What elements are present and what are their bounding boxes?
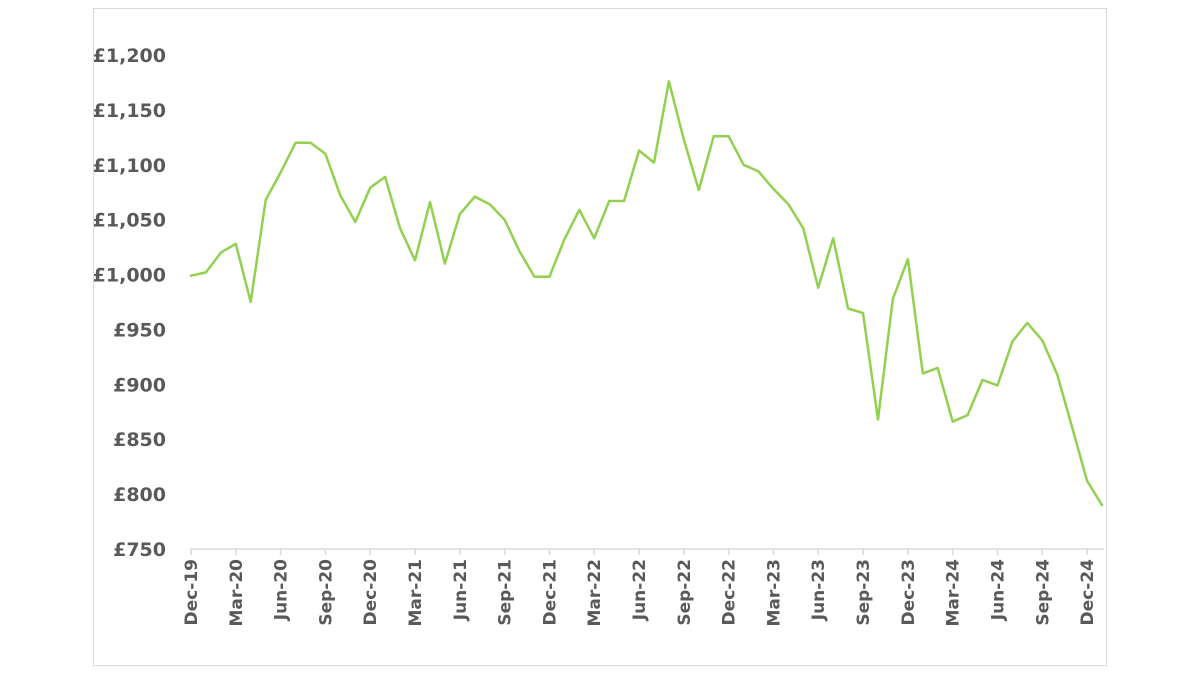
x-tick-label: Jun-24: [988, 559, 1008, 621]
x-tick-label: Mar-20: [227, 559, 247, 627]
x-tick-label: Dec-19: [182, 559, 202, 625]
x-tick-label: Jun-22: [630, 559, 650, 621]
x-tick-label: Mar-21: [406, 559, 426, 627]
y-tick-label: £1,050: [94, 210, 166, 232]
x-tick-label: Mar-22: [585, 559, 605, 627]
x-tick-label: Jun-21: [451, 559, 471, 621]
y-tick-label: £1,200: [94, 45, 166, 67]
x-tick-label: Dec-23: [899, 559, 919, 625]
x-tick-label: Dec-20: [361, 559, 381, 626]
y-tick-label: £750: [113, 539, 166, 561]
y-tick-label: £950: [113, 319, 166, 341]
x-tick-label: Sep-20: [316, 559, 336, 626]
x-tick-label: Jun-23: [809, 559, 829, 621]
y-tick-label: £850: [113, 429, 166, 451]
series-line: [189, 80, 1104, 507]
x-tick-label: Dec-21: [540, 559, 560, 625]
x-tick-label: Sep-22: [675, 559, 695, 626]
x-tick-label: Dec-22: [720, 559, 740, 625]
y-tick-label: £900: [113, 374, 166, 396]
x-tick-label: Dec-24: [1078, 559, 1098, 626]
x-axis: Dec-19 Mar-20 Jun-20 Sep-20 Dec-20 Mar-21 Jun-…: [182, 548, 1104, 627]
x-tick-label: Sep-24: [1033, 559, 1053, 626]
x-tick-label: Jun-20: [272, 559, 292, 621]
y-tick-label: £800: [113, 484, 166, 506]
plot-area: [189, 80, 1104, 507]
y-axis: £750 £800 £850 £900 £950 £1,000 £1,050 £1,100 £1…: [94, 45, 166, 561]
x-tick-label: Sep-23: [854, 559, 874, 626]
chart-frame: £750 £800 £850 £900 £950 £1,000 £1,050 £1,100 £1…: [93, 8, 1107, 666]
line-chart: £750 £800 £850 £900 £950 £1,000 £1,050 £1,100 £1…: [94, 45, 1104, 627]
y-tick-label: £1,150: [94, 100, 166, 122]
x-tick-label: Mar-23: [764, 559, 784, 627]
y-tick-label: £1,000: [94, 265, 166, 287]
y-tick-label: £1,100: [94, 155, 166, 177]
x-tick-label: Mar-24: [944, 559, 964, 627]
x-tick-label: Sep-21: [496, 559, 516, 626]
